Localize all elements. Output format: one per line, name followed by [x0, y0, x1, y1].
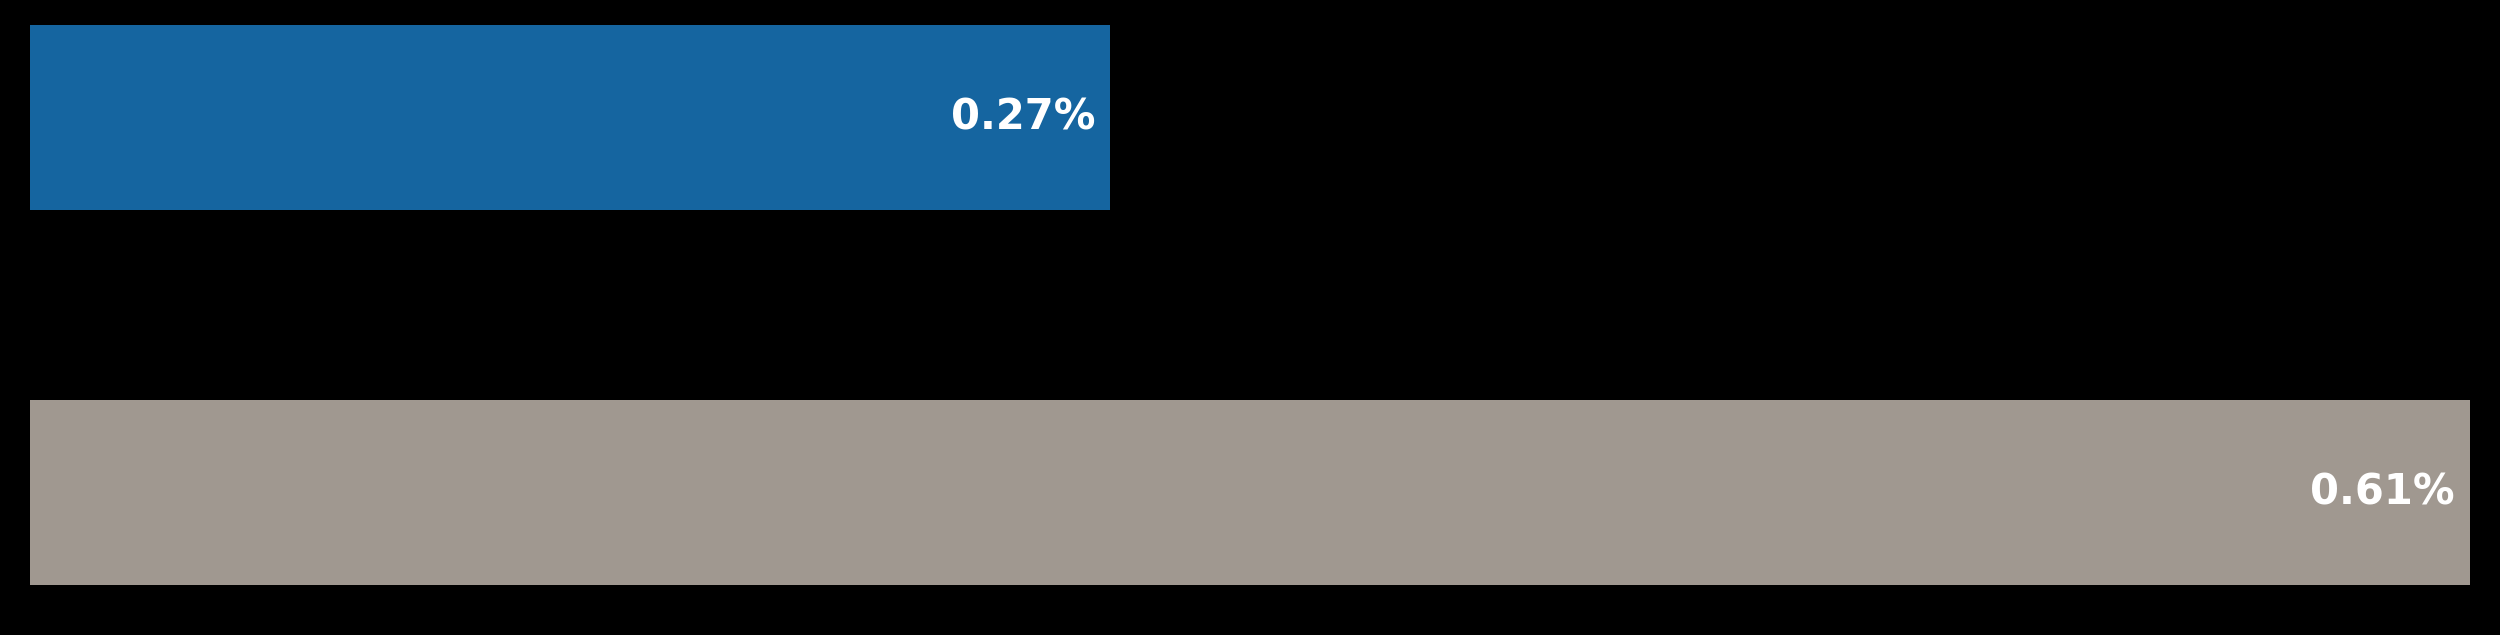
- Text: 0.27%: 0.27%: [950, 97, 1095, 138]
- Text: 0.61%: 0.61%: [2310, 472, 2455, 514]
- Bar: [30, 400, 2470, 585]
- Bar: [30, 25, 1110, 210]
